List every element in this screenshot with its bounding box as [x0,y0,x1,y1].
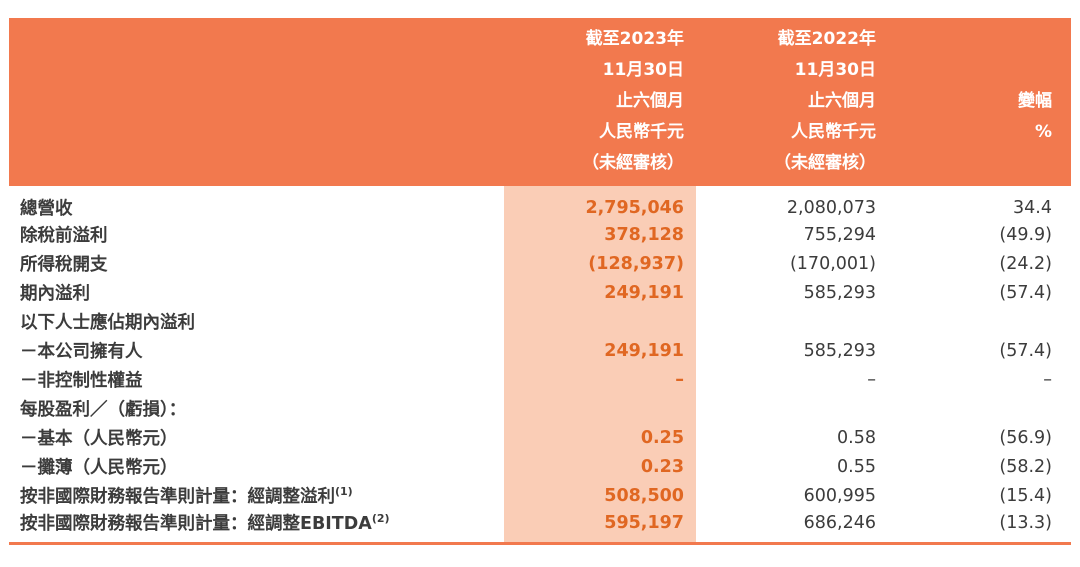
row-label: 期內溢利 [20,284,90,304]
column-header-2023: 截至2023年 11月30日 止六個月 人民幣千元 （未經審核） [504,18,696,186]
header-line: （未經審核） [774,153,876,173]
value-2022: 2,080,073 [786,197,876,218]
table-row: －本公司擁有人 249,191 585,293 (57.4) [9,336,1071,365]
row-label: －攤薄（人民幣元） [20,458,178,478]
header-line: 止六個月 [808,91,876,111]
row-label: 除稅前溢利 [20,226,108,246]
table-row: 所得稅開支 (128,937) (170,001) (24.2) [9,249,1071,278]
footnote-marker: (2) [371,512,390,526]
header-row: 截至2023年 11月30日 止六個月 人民幣千元 （未經審核） 截至2022年… [9,18,1071,186]
header-line: 人民幣千元 [599,122,684,142]
table-row: 按非國際財務報告準則計量：經調整EBITDA(2) 595,197 686,24… [9,510,1071,544]
value-2023: 378,128 [504,220,696,249]
value-change: (24.2) [999,253,1052,274]
row-label-text: 按非國際財務報告準則計量：經調整EBITDA [20,514,372,534]
financial-highlights-table: 截至2023年 11月30日 止六個月 人民幣千元 （未經審核） 截至2022年… [9,18,1071,545]
value-change: (56.9) [999,427,1052,448]
header-change-block: 變幅 % [888,86,1052,148]
value-2023 [504,307,696,336]
value-change: (15.4) [999,485,1052,506]
value-change: (58.2) [999,456,1052,477]
table-row: 期內溢利 249,191 585,293 (57.4) [9,278,1071,307]
value-2022: 600,995 [803,485,876,506]
value-2022: 686,246 [803,512,876,533]
value-2023: 249,191 [504,336,696,365]
header-label-column [9,18,504,186]
table-row: －基本（人民幣元） 0.25 0.58 (56.9) [9,423,1071,452]
row-label: 總營收 [20,199,73,219]
value-2023: 595,197 [504,510,696,544]
value-2022: – [867,369,876,390]
value-change: 34.4 [1013,197,1052,218]
table-row: 除稅前溢利 378,128 755,294 (49.9) [9,220,1071,249]
value-2022 [696,307,888,336]
value-2023: – [504,365,696,394]
table-row-section: 以下人士應佔期內溢利 [9,307,1071,336]
value-2022: 585,293 [803,340,876,361]
value-change: (49.9) [999,224,1052,245]
value-2023: 2,795,046 [504,186,696,220]
header-line: 變幅 [1018,91,1052,111]
header-line: （未經審核） [582,153,684,173]
value-change [888,307,1071,336]
header-line: 11月30日 [602,60,684,80]
value-change [888,394,1071,423]
value-2023: 0.25 [504,423,696,452]
value-change: (13.3) [999,512,1052,533]
value-2022: 0.58 [837,427,876,448]
header-line: 11月30日 [794,60,876,80]
value-2022 [696,394,888,423]
row-label: 以下人士應佔期內溢利 [20,313,195,333]
results-table: 截至2023年 11月30日 止六個月 人民幣千元 （未經審核） 截至2022年… [9,18,1071,545]
header-line: 截至2022年 [777,29,876,49]
table-row: －非控制性權益 – – – [9,365,1071,394]
footnote-marker: (1) [335,485,353,499]
value-2023: 508,500 [504,481,696,510]
value-2023: 249,191 [504,278,696,307]
value-2022: 755,294 [803,224,876,245]
column-header-2022: 截至2022年 11月30日 止六個月 人民幣千元 （未經審核） [696,18,888,186]
row-label: 所得稅開支 [20,255,108,275]
row-label: 按非國際財務報告準則計量：經調整溢利(1) [9,481,504,510]
header-line: 止六個月 [616,91,684,111]
row-label: －本公司擁有人 [20,342,143,362]
table-row: 總營收 2,795,046 2,080,073 34.4 [9,186,1071,220]
value-change: (57.4) [999,282,1052,303]
table-body: 總營收 2,795,046 2,080,073 34.4 除稅前溢利 378,1… [9,186,1071,544]
value-2022: (170,001) [789,253,876,274]
table-row: －攤薄（人民幣元） 0.23 0.55 (58.2) [9,452,1071,481]
row-label: 按非國際財務報告準則計量：經調整EBITDA(2) [9,510,504,544]
header-line: % [1034,122,1052,142]
value-2022: 585,293 [803,282,876,303]
row-label: －基本（人民幣元） [20,429,178,449]
table-row-section: 每股盈利／（虧損）： [9,394,1071,423]
table-header: 截至2023年 11月30日 止六個月 人民幣千元 （未經審核） 截至2022年… [9,18,1071,186]
row-label-text: 按非國際財務報告準則計量：經調整溢利 [20,487,335,507]
row-label: 每股盈利／（虧損）： [20,400,187,420]
column-header-change: 變幅 % [888,18,1071,186]
value-2023 [504,394,696,423]
value-change: (57.4) [999,340,1052,361]
value-2022: 0.55 [837,456,876,477]
value-2023: 0.23 [504,452,696,481]
value-change: – [1043,369,1052,390]
value-2023: (128,937) [504,249,696,278]
row-label: －非控制性權益 [20,371,143,391]
header-line: 人民幣千元 [791,122,876,142]
table-row: 按非國際財務報告準則計量：經調整溢利(1) 508,500 600,995 (1… [9,481,1071,510]
header-line: 截至2023年 [585,29,684,49]
